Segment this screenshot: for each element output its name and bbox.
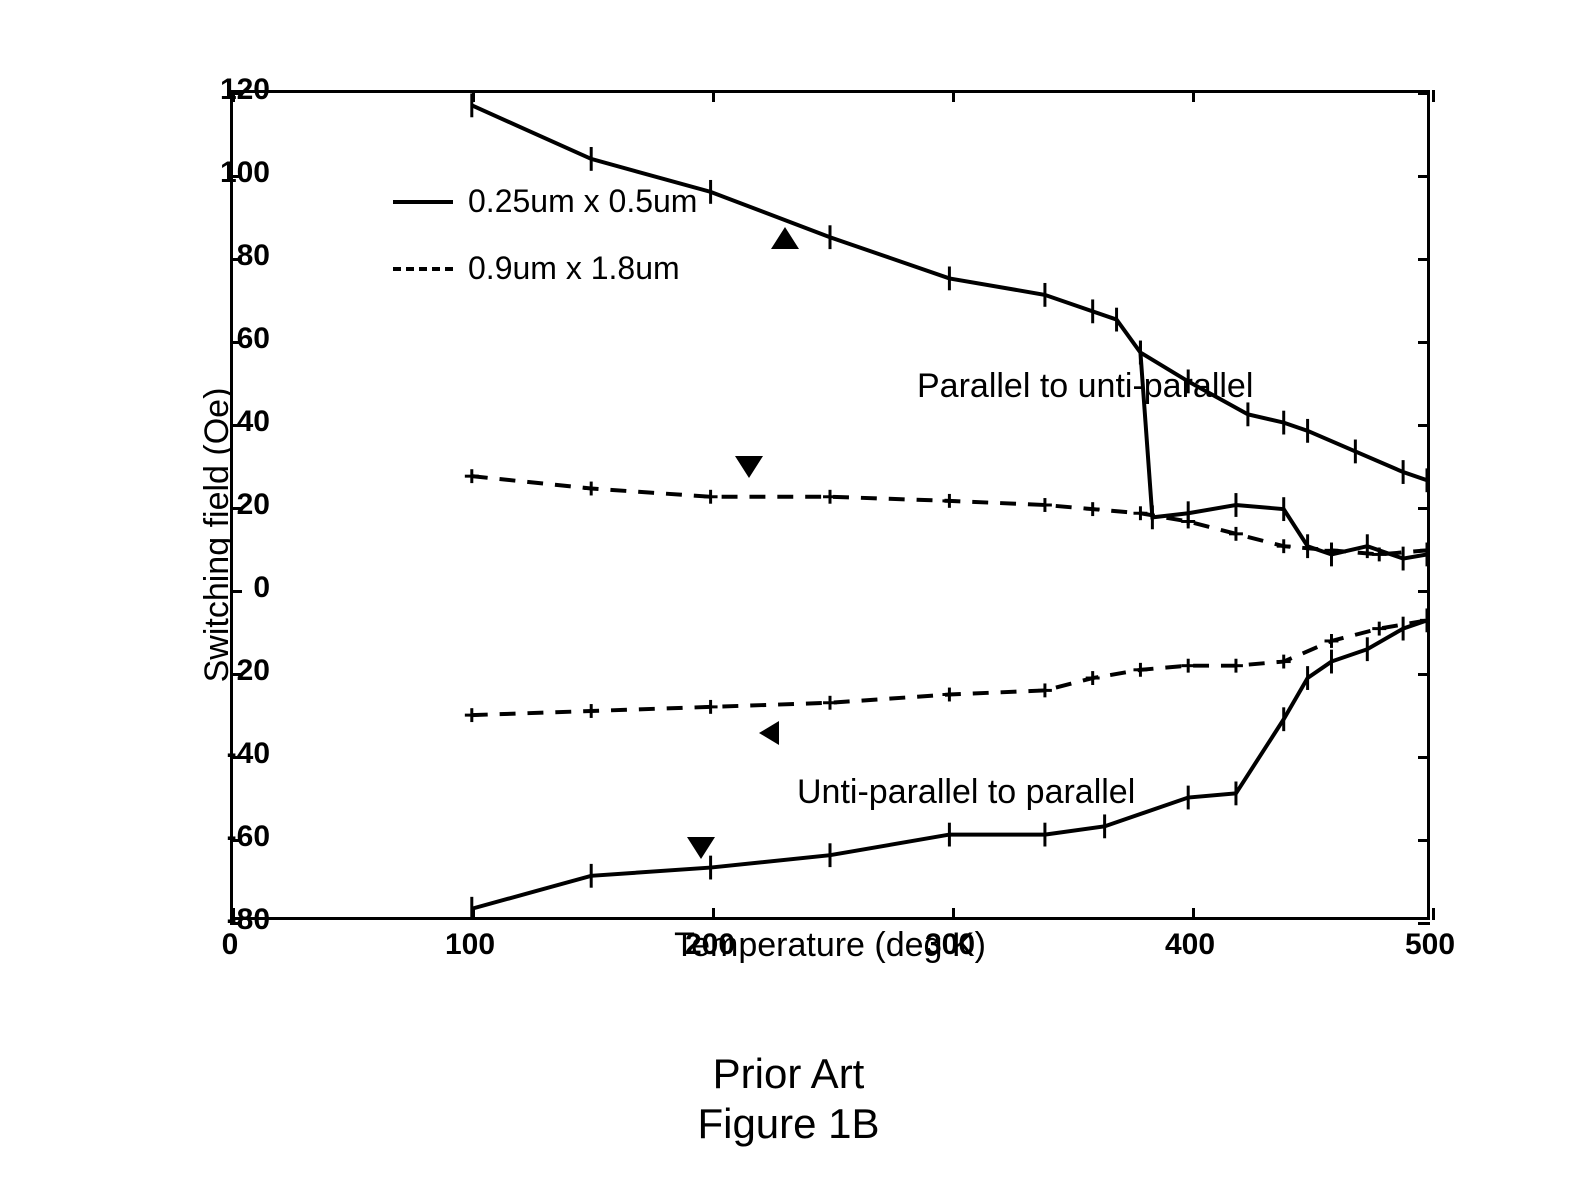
x-tick-label: 0 <box>222 928 239 962</box>
x-tick-label: 200 <box>685 928 735 962</box>
y-tick <box>1418 258 1430 261</box>
x-tick <box>472 908 475 920</box>
x-tick-label: 100 <box>445 928 495 962</box>
legend-label-solid: 0.25um x 0.5um <box>468 183 697 220</box>
x-tick <box>472 90 475 102</box>
y-tick <box>1418 673 1430 676</box>
annotation-text: Unti-parallel to parallel <box>797 773 1135 812</box>
y-tick-label: 60 <box>190 322 270 356</box>
legend-item-solid: 0.25um x 0.5um <box>393 183 697 220</box>
y-tick <box>1418 92 1430 95</box>
x-tick-label: 500 <box>1405 928 1455 962</box>
annotation-text: Parallel to unti-parallel <box>917 367 1253 406</box>
legend-item-dashed: 0.9um x 1.8um <box>393 250 697 287</box>
x-tick <box>1432 908 1435 920</box>
y-tick <box>1418 175 1430 178</box>
y-tick <box>1418 424 1430 427</box>
y-tick-label: 20 <box>190 654 270 688</box>
y-tick <box>1418 922 1430 925</box>
triangle-down-icon <box>735 456 763 478</box>
x-tick <box>712 908 715 920</box>
x-tick <box>1432 90 1435 102</box>
x-tick <box>1192 908 1195 920</box>
triangle-up-icon <box>771 227 799 249</box>
y-tick-label: -40 <box>190 737 270 771</box>
y-tick <box>1418 839 1430 842</box>
legend: 0.25um x 0.5um 0.9um x 1.8um <box>393 183 697 317</box>
triangle-down-icon <box>687 837 715 859</box>
x-tick <box>952 908 955 920</box>
caption-figure: Figure 1B <box>697 1100 879 1148</box>
y-tick-label: -60 <box>190 820 270 854</box>
x-tick <box>952 90 955 102</box>
plot-area: 0.25um x 0.5um 0.9um x 1.8um Parallel to… <box>230 90 1430 920</box>
caption-prior-art: Prior Art <box>713 1050 865 1098</box>
triangle-left-icon <box>759 721 779 745</box>
x-tick <box>712 90 715 102</box>
x-tick-label: 300 <box>925 928 975 962</box>
x-tick-label: 400 <box>1165 928 1215 962</box>
y-tick-label: 20 <box>190 488 270 522</box>
y-tick-label: 100 <box>190 156 270 190</box>
y-tick-label: 0 <box>190 571 270 605</box>
legend-swatch-solid <box>393 200 453 204</box>
y-tick-label: 80 <box>190 239 270 273</box>
y-tick-label: 40 <box>190 405 270 439</box>
chart-container: Switching field (Oe) 0.25um x 0.5um 0.9u… <box>100 70 1480 1000</box>
y-tick <box>1418 590 1430 593</box>
y-tick <box>1418 507 1430 510</box>
y-tick <box>1418 341 1430 344</box>
legend-swatch-dashed <box>393 267 453 271</box>
x-tick <box>1192 90 1195 102</box>
y-tick-label: 120 <box>190 73 270 107</box>
legend-label-dashed: 0.9um x 1.8um <box>468 250 680 287</box>
y-tick <box>1418 756 1430 759</box>
